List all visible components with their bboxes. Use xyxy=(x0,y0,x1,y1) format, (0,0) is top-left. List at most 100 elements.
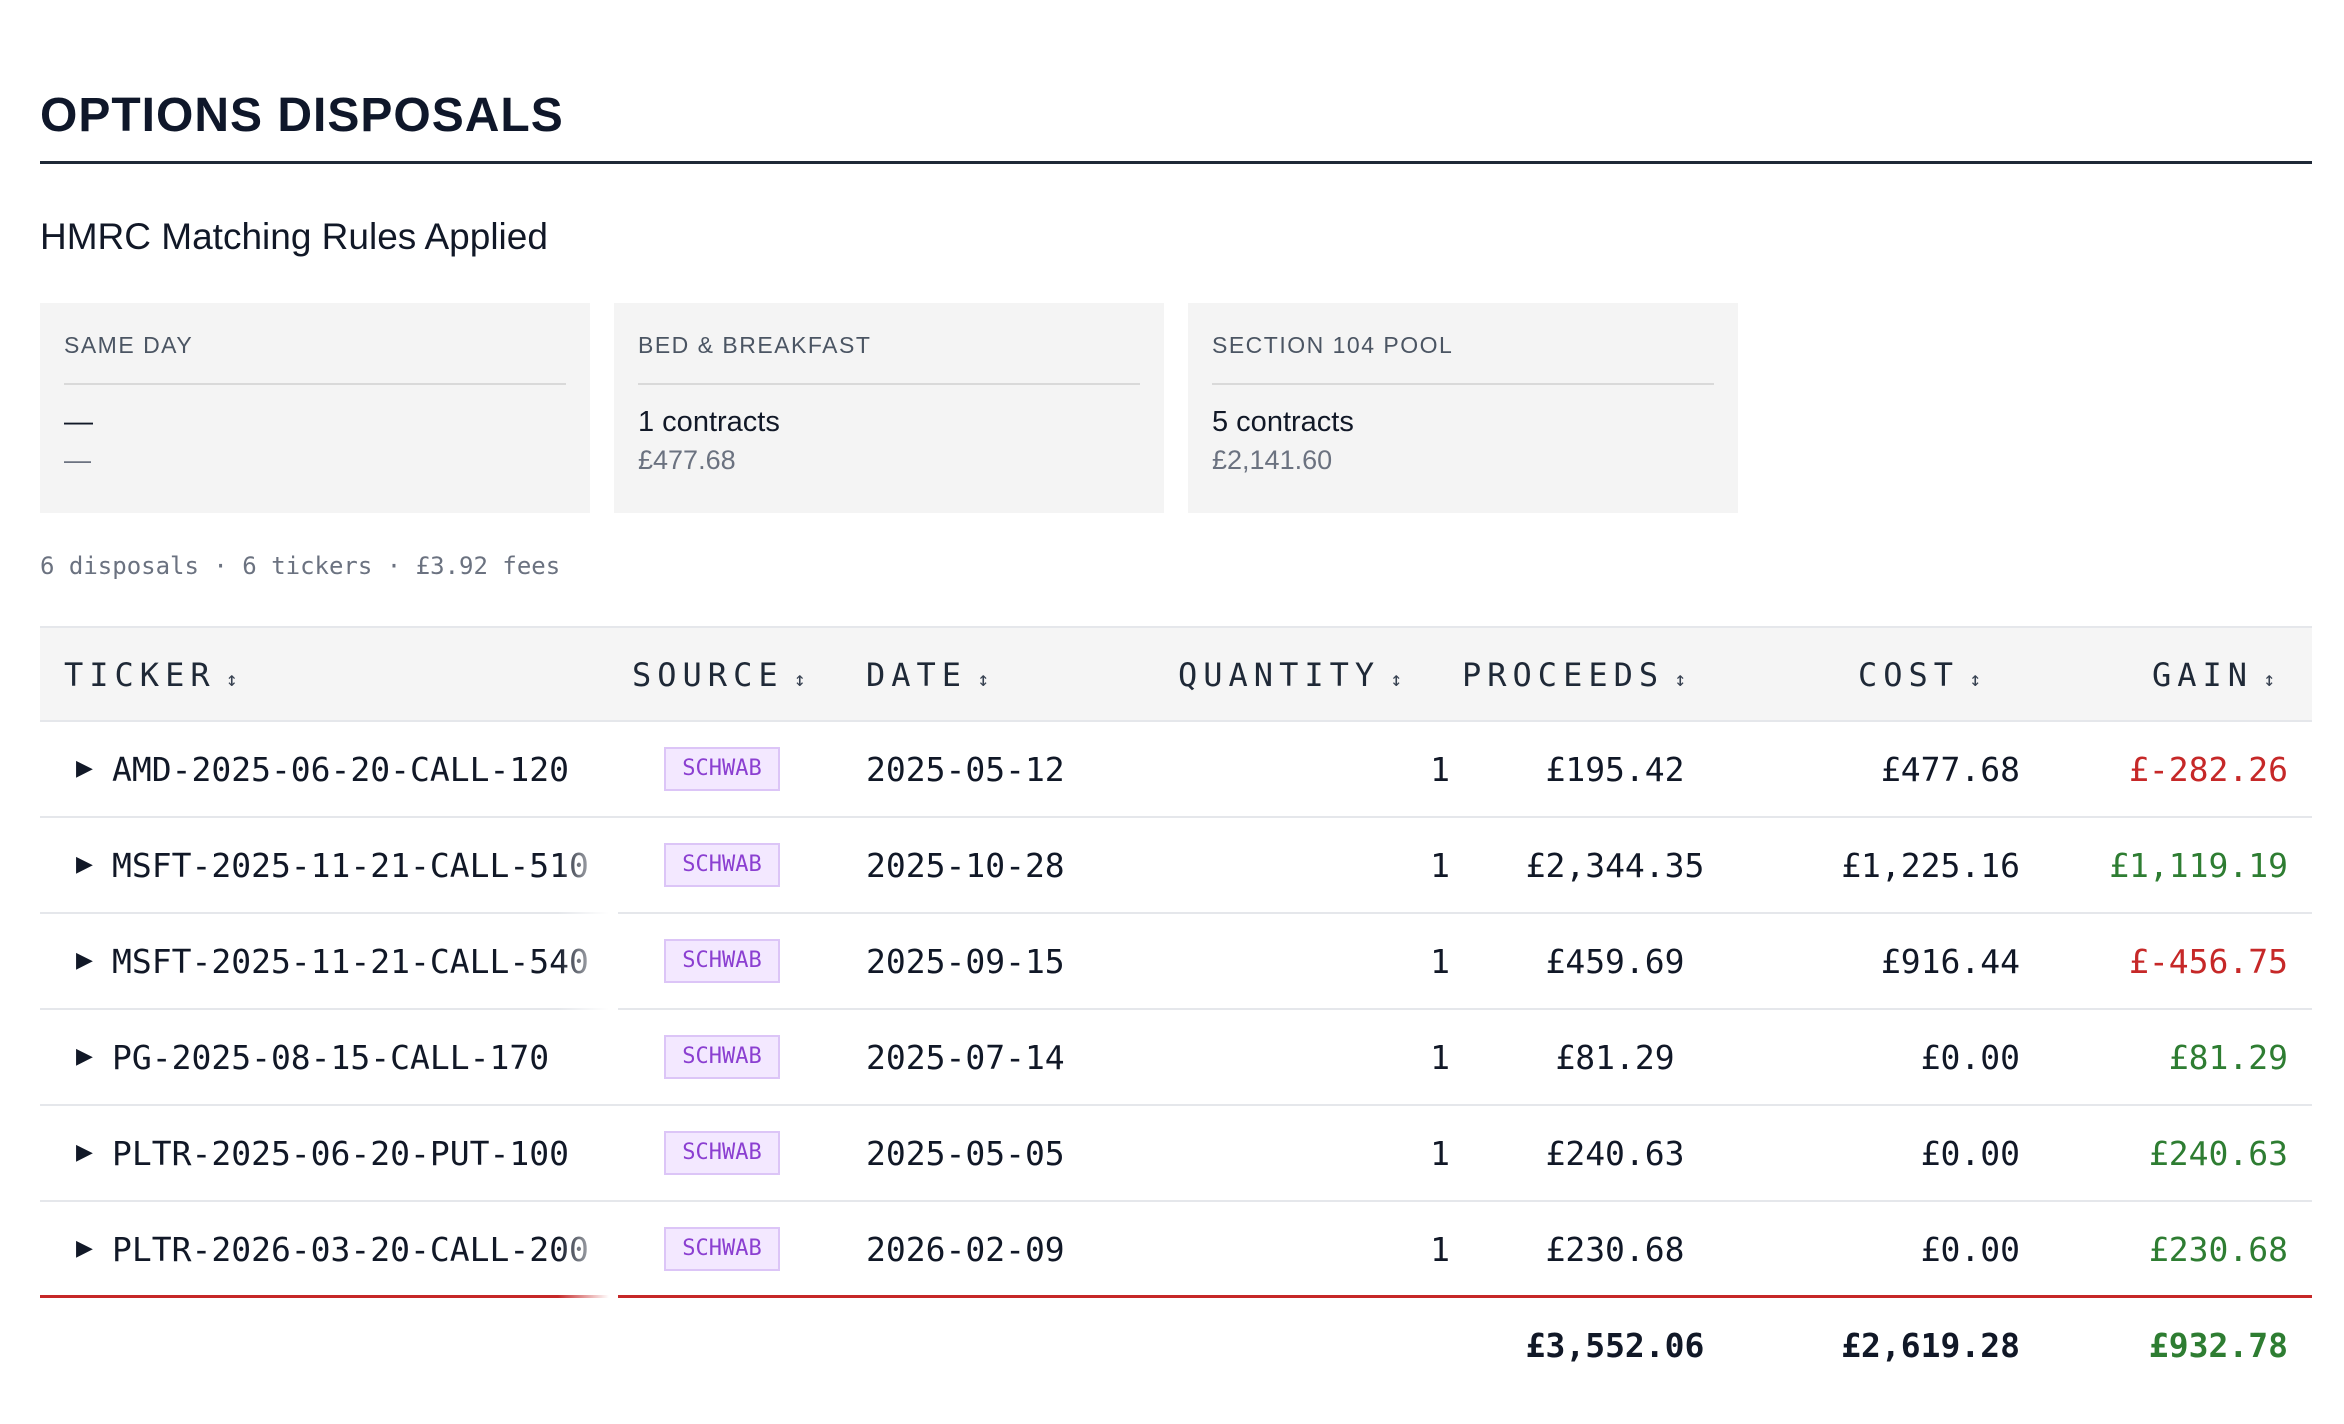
card-label: SECTION 104 POOL xyxy=(1212,332,1454,358)
sort-icon: ↕ xyxy=(1969,667,1982,691)
gain-cell: £81.29 xyxy=(2168,1038,2288,1077)
title-divider xyxy=(40,161,2312,164)
ticker-text: PLTR-2026-03-20-CALL-200 xyxy=(112,1230,589,1269)
gain-cell: £-282.26 xyxy=(2129,750,2288,789)
gain-cell: £230.68 xyxy=(2148,1230,2288,1269)
header-label: PROCEEDS xyxy=(1462,656,1665,694)
header-label: SOURCE xyxy=(632,656,784,694)
expand-caret-icon[interactable]: ▶ xyxy=(76,1043,93,1068)
source-badge: SCHWAB xyxy=(664,1227,780,1271)
quantity-cell: 1 xyxy=(1430,1038,1450,1077)
sort-icon: ↕ xyxy=(2263,667,2276,691)
totals-row: £3,552.06 £2,619.28 £932.78 xyxy=(40,1298,2312,1394)
date-cell: 2025-05-05 xyxy=(866,1134,1065,1173)
sort-icon: ↕ xyxy=(1390,667,1403,691)
expand-caret-icon[interactable]: ▶ xyxy=(76,1139,93,1164)
card-amount: — xyxy=(64,445,91,475)
card-label: BED & BREAKFAST xyxy=(638,332,872,358)
ticker-cell: PLTR-2025-06-20-PUT-100 xyxy=(112,1106,618,1202)
ticker-cell: MSFT-2025-11-21-CALL-510 xyxy=(112,818,618,914)
disposals-table: TICKER ↕ SOURCE ↕ DATE ↕ QUANTITY ↕ PROCEEDS… xyxy=(40,626,2312,1394)
cost-cell: £0.00 xyxy=(1920,1230,2020,1269)
matching-rule-cards: SAME DAY — — BED & BREAKFAST 1 contracts… xyxy=(40,303,1738,513)
card-divider xyxy=(1212,383,1714,385)
header-quantity[interactable]: QUANTITY ↕ xyxy=(1178,628,1402,722)
ticker-text: AMD-2025-06-20-CALL-120 xyxy=(112,750,569,789)
expand-caret-icon[interactable]: ▶ xyxy=(76,851,93,876)
sort-icon: ↕ xyxy=(1674,667,1687,691)
source-badge: SCHWAB xyxy=(664,939,780,983)
header-label: DATE xyxy=(866,656,968,694)
ticker-text: PG-2025-08-15-CALL-170 xyxy=(112,1038,550,1077)
expand-caret-icon[interactable]: ▶ xyxy=(76,755,93,780)
table-row[interactable]: ▶ PG-2025-08-15-CALL-170 SCHWAB 2025-07-… xyxy=(40,1010,2312,1106)
date-cell: 2025-07-14 xyxy=(866,1038,1065,1077)
total-gain: £932.78 xyxy=(2148,1326,2288,1365)
quantity-cell: 1 xyxy=(1430,1230,1450,1269)
card-divider xyxy=(638,383,1140,385)
ticker-text: MSFT-2025-11-21-CALL-510 xyxy=(112,846,589,885)
proceeds-cell: £2,344.35 xyxy=(1525,846,1705,885)
cost-cell: £477.68 xyxy=(1880,750,2020,789)
proceeds-cell: £240.63 xyxy=(1545,1134,1685,1173)
expand-caret-icon[interactable]: ▶ xyxy=(76,1235,93,1260)
cost-cell: £1,225.16 xyxy=(1841,846,2020,885)
header-label: GAIN xyxy=(2152,656,2254,694)
sort-icon: ↕ xyxy=(793,667,806,691)
table-row[interactable]: ▶ AMD-2025-06-20-CALL-120 SCHWAB 2025-05… xyxy=(40,722,2312,818)
card-same-day: SAME DAY — — xyxy=(40,303,590,513)
header-proceeds[interactable]: PROCEEDS ↕ xyxy=(1462,628,1686,722)
table-row[interactable]: ▶ PLTR-2025-06-20-PUT-100 SCHWAB 2025-05… xyxy=(40,1106,2312,1202)
proceeds-cell: £81.29 xyxy=(1555,1038,1675,1077)
sort-icon: ↕ xyxy=(977,667,990,691)
gain-cell: £-456.75 xyxy=(2129,942,2288,981)
ticker-overflow-fade xyxy=(558,914,618,1010)
header-label: COST xyxy=(1858,656,1960,694)
card-contracts: 1 contracts xyxy=(638,406,780,438)
header-gain[interactable]: GAIN ↕ xyxy=(2152,628,2275,722)
proceeds-cell: £195.42 xyxy=(1545,750,1685,789)
quantity-cell: 1 xyxy=(1430,1134,1450,1173)
table-row[interactable]: ▶ MSFT-2025-11-21-CALL-510 SCHWAB 2025-1… xyxy=(40,818,2312,914)
card-amount: £2,141.60 xyxy=(1212,445,1333,475)
cost-cell: £0.00 xyxy=(1920,1134,2020,1173)
date-cell: 2025-10-28 xyxy=(866,846,1065,885)
total-proceeds: £3,552.06 xyxy=(1525,1326,1705,1365)
cost-cell: £0.00 xyxy=(1920,1038,2020,1077)
ticker-cell: PG-2025-08-15-CALL-170 xyxy=(112,1010,618,1106)
header-ticker[interactable]: TICKER ↕ xyxy=(64,628,238,722)
table-row[interactable]: ▶ PLTR-2026-03-20-CALL-200 SCHWAB 2026-0… xyxy=(40,1202,2312,1298)
cost-cell: £916.44 xyxy=(1880,942,2020,981)
source-badge: SCHWAB xyxy=(664,1131,780,1175)
sort-icon: ↕ xyxy=(225,667,238,691)
proceeds-cell: £230.68 xyxy=(1545,1230,1685,1269)
card-divider xyxy=(64,383,566,385)
expand-caret-icon[interactable]: ▶ xyxy=(76,947,93,972)
ticker-overflow-fade xyxy=(558,1202,618,1298)
card-contracts: 5 contracts xyxy=(1212,406,1354,438)
table-row[interactable]: ▶ MSFT-2025-11-21-CALL-540 SCHWAB 2025-0… xyxy=(40,914,2312,1010)
header-date[interactable]: DATE ↕ xyxy=(866,628,989,722)
quantity-cell: 1 xyxy=(1430,942,1450,981)
header-source[interactable]: SOURCE ↕ xyxy=(632,628,806,722)
quantity-cell: 1 xyxy=(1430,846,1450,885)
ticker-overflow-fade xyxy=(558,818,618,914)
ticker-cell: PLTR-2026-03-20-CALL-200 xyxy=(112,1202,618,1298)
quantity-cell: 1 xyxy=(1430,750,1450,789)
proceeds-cell: £459.69 xyxy=(1545,942,1685,981)
date-cell: 2025-05-12 xyxy=(866,750,1065,789)
gain-cell: £1,119.19 xyxy=(2109,846,2288,885)
date-cell: 2026-02-09 xyxy=(866,1230,1065,1269)
matching-rules-heading: HMRC Matching Rules Applied xyxy=(40,216,548,257)
ticker-cell: MSFT-2025-11-21-CALL-540 xyxy=(112,914,618,1010)
date-cell: 2025-09-15 xyxy=(866,942,1065,981)
card-bed-breakfast: BED & BREAKFAST 1 contracts £477.68 xyxy=(614,303,1164,513)
total-cost: £2,619.28 xyxy=(1841,1326,2020,1365)
gain-cell: £240.63 xyxy=(2148,1134,2288,1173)
header-cost[interactable]: COST ↕ xyxy=(1858,628,1981,722)
page-title: OPTIONS DISPOSALS xyxy=(40,89,564,142)
disposals-summary: 6 disposals · 6 tickers · £3.92 fees xyxy=(40,552,561,580)
source-badge: SCHWAB xyxy=(664,747,780,791)
header-label: TICKER xyxy=(64,656,216,694)
source-badge: SCHWAB xyxy=(664,843,780,887)
